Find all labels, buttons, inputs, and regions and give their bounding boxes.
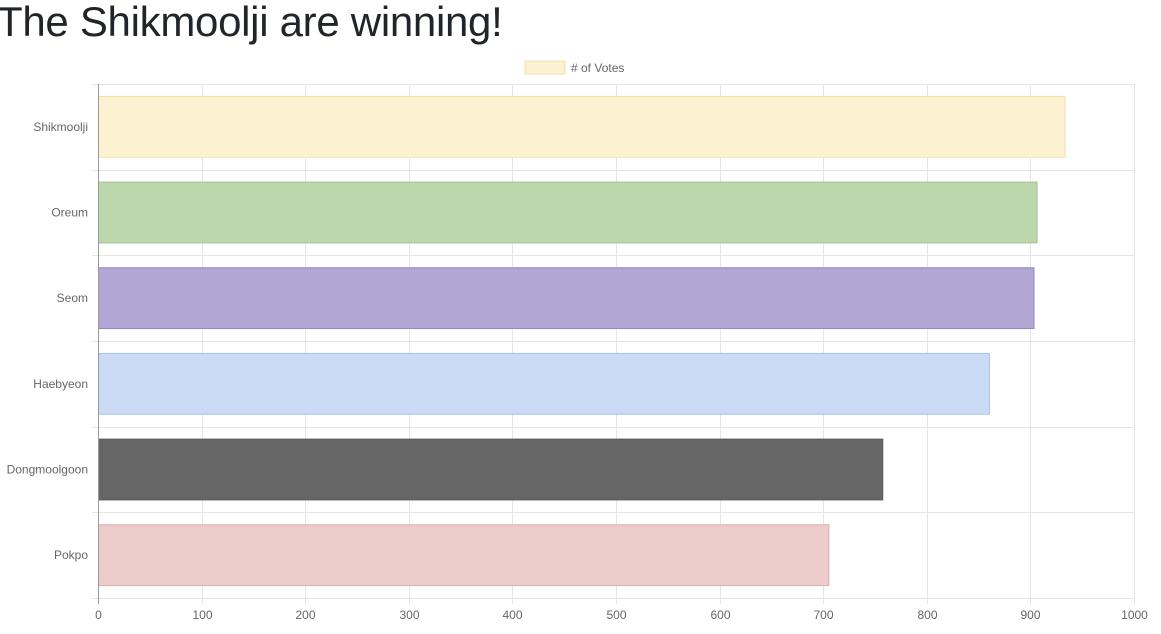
bar-dongmoolgoon <box>98 438 884 501</box>
x-tick-label: 100 <box>192 608 212 622</box>
x-tick-label: 900 <box>1020 608 1040 622</box>
bar-haebyeon <box>98 352 990 415</box>
x-tick-label: 1000 <box>1121 608 1148 622</box>
x-tick-label: 800 <box>917 608 937 622</box>
y-tick-label: Haebyeon <box>33 377 88 391</box>
x-tick-label: 700 <box>813 608 833 622</box>
x-tick-label: 400 <box>502 608 522 622</box>
x-tick-label: 0 <box>95 608 102 622</box>
y-tick-label: Pokpo <box>54 548 88 562</box>
chart-labels: 0 100 200 300 400 500 600 700 800 900 1000 Shikmool… <box>7 120 1149 622</box>
x-tick-label: 500 <box>606 608 626 622</box>
bar-pokpo <box>98 524 830 587</box>
y-tick-label: Seom <box>57 291 88 305</box>
x-tick-label: 600 <box>710 608 730 622</box>
chart-gridlines <box>92 84 1135 604</box>
legend-label: # of Votes <box>571 61 624 75</box>
x-tick-label: 300 <box>399 608 419 622</box>
y-tick-label: Shikmoolji <box>33 120 88 134</box>
y-tick-label: Dongmoolgoon <box>7 463 88 477</box>
chart-legend[interactable]: # of Votes <box>524 60 624 75</box>
y-tick-label: Oreum <box>51 206 88 220</box>
bar-seom <box>98 267 1035 330</box>
bar-shikmoolji <box>98 95 1066 158</box>
page-title: The Shikmoolji are winning! <box>0 0 503 45</box>
chart-bars <box>98 95 1066 587</box>
legend-swatch <box>524 60 566 75</box>
x-tick-label: 200 <box>295 608 315 622</box>
bar-oreum <box>98 181 1038 244</box>
